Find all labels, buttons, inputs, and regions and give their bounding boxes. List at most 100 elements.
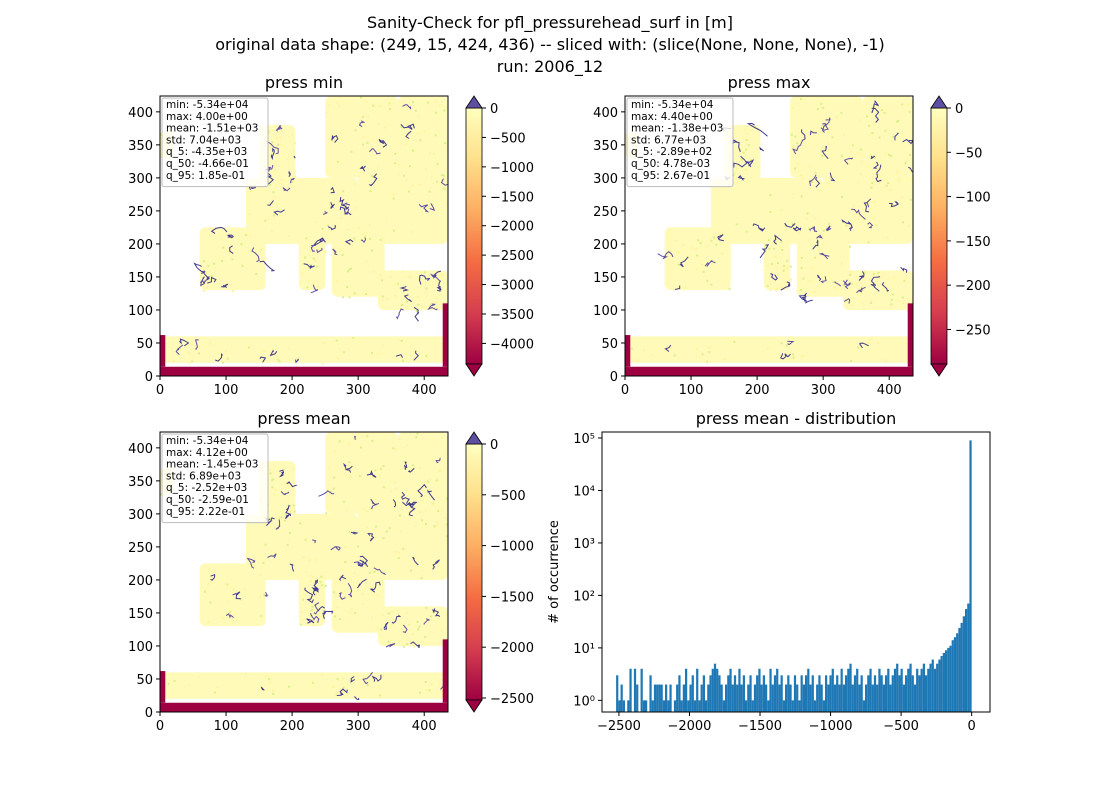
histogram-bar [902, 684, 905, 712]
y-axis-label: # of occurrence [547, 520, 562, 624]
river-line [354, 696, 360, 701]
river-line [815, 176, 821, 188]
land-pixel [369, 237, 372, 240]
land-pixel [869, 153, 872, 156]
y-tick-label: 350 [128, 475, 153, 490]
histogram-bar [967, 603, 970, 712]
river-line [312, 586, 319, 596]
land-pixel [443, 109, 446, 112]
land-pixel [276, 137, 279, 140]
y-tick-label: 10⁰ [573, 694, 595, 709]
river-line [339, 206, 352, 216]
histogram-bar [738, 668, 741, 712]
y-tick-label: 200 [593, 238, 618, 253]
land-pixel [160, 132, 163, 135]
river-line [825, 225, 832, 232]
histogram-bar [889, 684, 892, 712]
land-pixel [339, 216, 342, 219]
land-pixel [800, 195, 803, 198]
histogram-bar [924, 675, 928, 712]
histogram-bar [704, 700, 708, 712]
land-pixel [827, 222, 830, 225]
river-line [392, 499, 397, 508]
land-pixel [677, 251, 680, 254]
land-pixel [160, 134, 163, 137]
land-pixel [785, 281, 788, 284]
land-pixel [251, 563, 254, 566]
land-pixel [745, 230, 748, 233]
histogram-bar [782, 700, 785, 712]
land-pixel [806, 218, 809, 221]
histogram-bar [667, 700, 670, 712]
river-line [265, 140, 279, 155]
histogram-bar [618, 700, 621, 712]
land-pixel [901, 196, 904, 199]
land-pixel [397, 557, 400, 560]
land-pixel [346, 508, 349, 511]
land-pixel [172, 360, 175, 363]
river-line [251, 247, 260, 263]
land-pixel [319, 581, 322, 584]
land-pixel [313, 624, 316, 627]
land-pixel [379, 273, 382, 276]
river-line [383, 621, 389, 630]
y-tick-label: 200 [128, 574, 153, 589]
land-pixel [394, 152, 397, 155]
river-line [657, 251, 674, 260]
land-pixel [346, 285, 349, 288]
land-pixel [417, 132, 420, 135]
stats-line: q_5: -2.52e+03 [166, 482, 247, 494]
land-pixel [780, 240, 783, 243]
land-pixel [314, 220, 317, 223]
histogram-bar [791, 700, 794, 712]
land-pixel [785, 344, 788, 347]
histogram-bar [907, 668, 910, 712]
histogram-bar [747, 684, 750, 712]
colorbar-tick-label: −500 [490, 131, 526, 146]
land-pixel [862, 303, 865, 306]
land-pixel [264, 219, 267, 222]
land-pixel [415, 502, 418, 505]
histogram-bar [680, 700, 683, 712]
land-pixel [413, 645, 416, 648]
land-pixel [849, 270, 852, 273]
river-line [773, 234, 782, 245]
land-region [298, 237, 326, 291]
river-line [270, 147, 275, 161]
histogram-bar [802, 684, 805, 712]
land-pixel [802, 277, 805, 280]
land-pixel [416, 432, 419, 435]
river-line [809, 226, 818, 232]
land-pixel [302, 598, 305, 601]
histogram-bar [891, 675, 894, 712]
land-pixel [736, 168, 739, 171]
land-pixel [870, 301, 873, 304]
colorbar-tick-label: −1500 [490, 190, 534, 205]
land-pixel [312, 257, 315, 260]
river-line [317, 605, 326, 612]
land-pixel [362, 593, 365, 596]
histogram-bar [709, 675, 712, 712]
river-line [285, 513, 292, 519]
land-pixel [735, 223, 738, 226]
land-pixel [336, 606, 339, 609]
land-pixel [905, 159, 908, 162]
river-line [418, 274, 431, 285]
river-line [405, 130, 412, 139]
land-pixel [835, 116, 838, 119]
land-pixel [840, 111, 843, 114]
land-pixel [782, 269, 785, 272]
land-pixel [444, 189, 447, 192]
land-pixel [831, 136, 834, 139]
land-pixel [408, 623, 411, 626]
land-pixel [696, 254, 699, 257]
land-pixel [372, 535, 375, 538]
stats-line: q_5: -2.89e+02 [631, 146, 712, 158]
land-pixel [769, 194, 772, 197]
land-pixel [705, 360, 708, 363]
x-tick-label: 100 [679, 383, 704, 398]
y-tick-label: 250 [128, 541, 153, 556]
river-line [370, 498, 377, 506]
land-pixel [349, 476, 352, 479]
river-line [851, 208, 866, 220]
